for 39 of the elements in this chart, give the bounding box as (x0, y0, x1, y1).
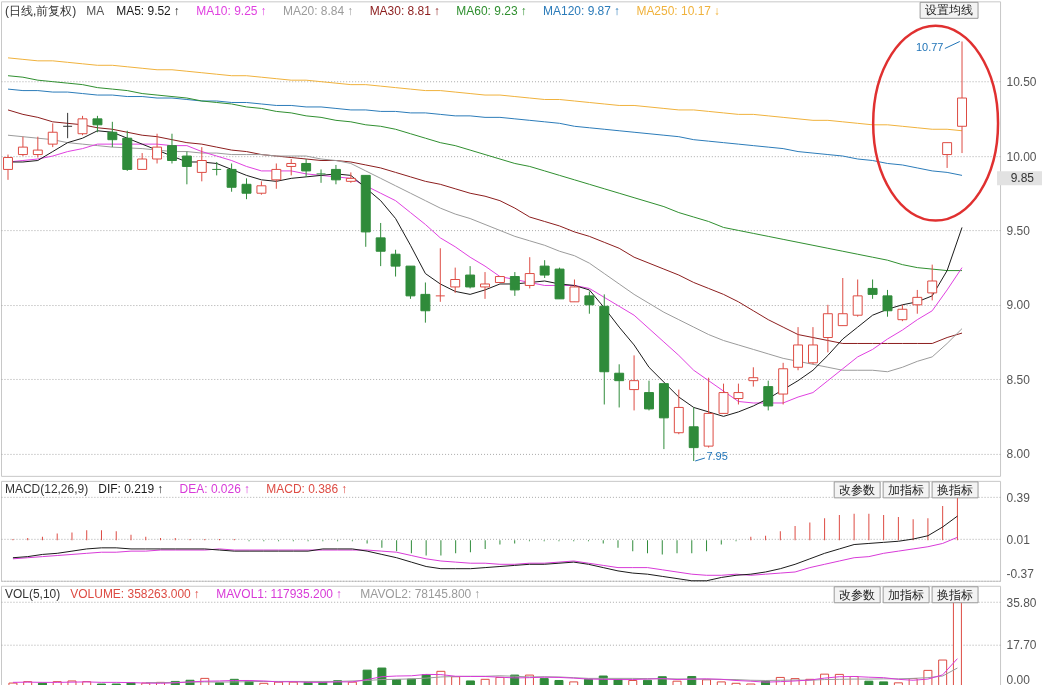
text: MAVOL2: 78145.800 ↑ (360, 586, 481, 601)
text: MA10: 9.25 ↑ (196, 4, 267, 19)
text: MA60: 9.23 ↑ (456, 4, 527, 19)
annotation: 加指标 (888, 587, 925, 602)
text: MACD: 0.386 ↑ (266, 481, 348, 496)
y-tick-label: 0.01 (1006, 532, 1031, 547)
text: 7.95 (706, 450, 728, 462)
text: MA5: 9.52 ↑ (116, 4, 181, 19)
text: MA20: 8.84 ↑ (282, 4, 354, 19)
text: 10.77 (915, 41, 944, 54)
y-tick-label: -0.37 (1006, 567, 1035, 582)
y-tick-label: 8.00 (1006, 447, 1031, 462)
text: MA250: 10.17 ↓ (636, 4, 721, 19)
annotation: 改参数 (839, 482, 876, 497)
annotation: 换指标 (937, 482, 974, 497)
annotation: 加指标 (888, 482, 925, 497)
annotation: 设置均线 (925, 3, 974, 18)
chart-title: (日线,前复权) (5, 4, 77, 19)
y-tick-label: 17.70 (1006, 638, 1037, 653)
text: MAVOL1: 117935.200 ↑ (216, 586, 343, 601)
text: 9.85 (1010, 171, 1035, 186)
annotation: 换指标 (937, 587, 974, 602)
y-tick-label: 9.00 (1006, 298, 1031, 313)
text: MA30: 8.81 ↑ (369, 4, 441, 19)
text: MA120: 9.87 ↑ (543, 4, 621, 19)
y-tick-label: 35.80 (1006, 595, 1037, 610)
text: DEA: 0.026 ↑ (179, 481, 251, 496)
y-tick-label: 10.50 (1006, 75, 1037, 90)
annotation: 改参数 (839, 587, 876, 602)
y-tick-label: 0.39 (1006, 490, 1031, 505)
chart-title: MACD(12,26,9) (5, 481, 89, 496)
y-tick-label: 9.50 (1006, 223, 1031, 238)
text: DIF: 0.219 ↑ (98, 481, 164, 496)
y-tick-label: 8.50 (1006, 372, 1031, 387)
y-tick-label: 10.00 (1006, 149, 1037, 164)
text: VOLUME: 358263.000 ↑ (70, 586, 201, 601)
chart-title: VOL(5,10) (5, 586, 61, 601)
legend-title: MA (86, 4, 105, 19)
y-tick-label: 0.00 (1006, 672, 1031, 685)
